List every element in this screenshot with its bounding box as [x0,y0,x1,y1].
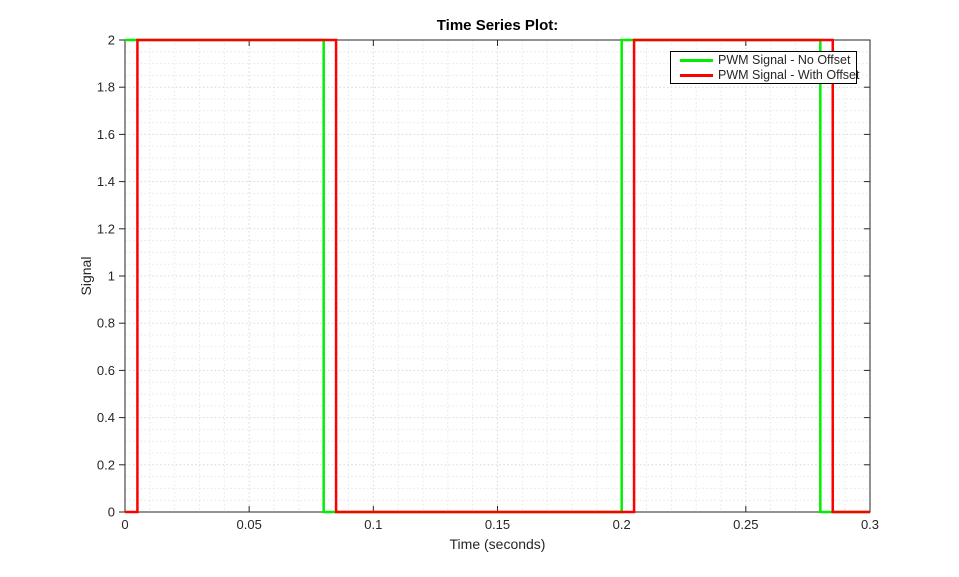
svg-text:2: 2 [108,33,115,48]
svg-text:0.8: 0.8 [97,316,115,331]
plot-title: Time Series Plot: [436,17,559,34]
svg-text:0.3: 0.3 [861,517,879,532]
svg-text:0.25: 0.25 [733,517,758,532]
svg-text:0.6: 0.6 [97,363,115,378]
svg-text:0.05: 0.05 [237,517,262,532]
svg-text:0.15: 0.15 [485,517,510,532]
legend-label: PWM Signal - With Offset [718,68,860,82]
svg-text:1.6: 1.6 [97,127,115,142]
legend-item: PWM Signal - No Offset [671,53,856,68]
svg-text:1.2: 1.2 [97,221,115,236]
svg-text:1: 1 [108,269,115,284]
svg-text:0.2: 0.2 [613,517,631,532]
svg-text:0.1: 0.1 [364,517,382,532]
legend: PWM Signal - No Offset PWM Signal - With … [670,51,860,84]
svg-text:0.4: 0.4 [97,410,115,425]
legend-line-sample [680,73,713,77]
legend-label: PWM Signal - No Offset [718,53,851,67]
legend-item: PWM Signal - With Offset [671,68,860,83]
svg-text:1.4: 1.4 [97,174,115,189]
svg-text:0: 0 [121,517,128,532]
x-axis-label: Time (seconds) [449,536,546,552]
svg-text:0.2: 0.2 [97,457,115,472]
legend-line-sample [680,58,713,62]
svg-text:0: 0 [108,505,115,520]
svg-text:1.8: 1.8 [97,80,115,95]
y-axis-label: Signal [78,256,94,296]
